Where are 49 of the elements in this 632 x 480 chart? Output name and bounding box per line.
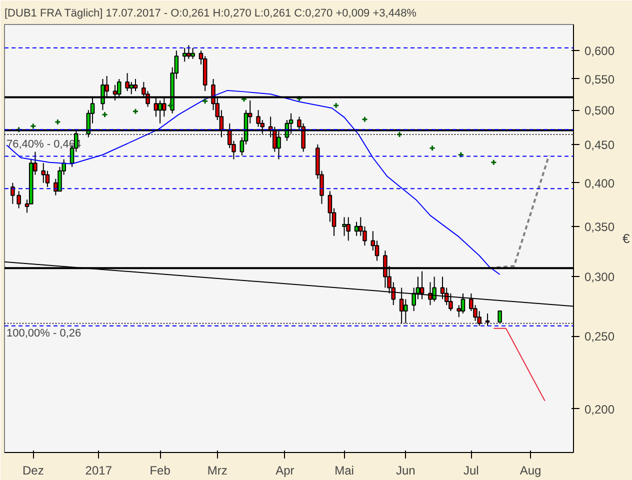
x-tick-label: Apr — [276, 464, 294, 478]
point — [167, 102, 174, 109]
candlestick — [129, 81, 134, 95]
x-tick-label: Dez — [22, 464, 44, 478]
candlestick — [186, 44, 191, 60]
point — [132, 108, 139, 115]
x-tick-label: Mrz — [207, 464, 228, 478]
y-tick-label: 0,350 — [584, 220, 615, 234]
y-tick-label: 0,600 — [584, 44, 615, 58]
candlestick — [133, 78, 138, 92]
chart-title: [DUB1 FRA Täglich] 17.07.2017 - O:0,261 H:0,270 L:0,261 C:0,270 +0,009 +3,448% — [4, 8, 417, 20]
x-tick-label: Jun — [396, 464, 416, 478]
point — [296, 95, 302, 102]
x-tick-label: 2017 — [85, 464, 112, 478]
y-tick-label: 0,450 — [584, 138, 615, 152]
point — [332, 102, 340, 109]
x-tick-label: Aug — [520, 464, 542, 478]
point — [490, 159, 497, 166]
y-tick-label: 0,550 — [584, 72, 615, 86]
candlestick — [16, 190, 21, 209]
point — [458, 152, 464, 158]
x-tick-label: Jul — [463, 464, 479, 478]
point — [102, 111, 108, 118]
candlestick — [10, 182, 15, 204]
point — [54, 118, 61, 126]
candlestick — [420, 270, 424, 300]
y-tick-label: 0,200 — [584, 402, 615, 416]
x-tick-label: Mai — [334, 464, 354, 478]
candlestick — [354, 221, 359, 236]
annotation: 100,00% - 0,26 — [6, 327, 82, 340]
point — [202, 98, 208, 104]
candlestick — [182, 47, 187, 62]
candlestick — [125, 72, 130, 92]
point — [396, 131, 403, 138]
y-tick-label: 0,500 — [584, 104, 615, 118]
y-tick-label: 0,300 — [584, 270, 615, 284]
candlestick — [432, 276, 436, 302]
y-tick-label: 0,250 — [584, 330, 615, 344]
y-tick-label: 0,400 — [584, 176, 615, 190]
candlestick — [41, 162, 46, 184]
x-tick-label: Feb — [150, 464, 171, 478]
candlestick — [342, 216, 346, 236]
point — [361, 116, 368, 123]
candlestick — [346, 216, 350, 242]
candlestick — [158, 100, 162, 124]
point — [30, 122, 36, 130]
y-axis-title: € — [622, 231, 631, 246]
point — [429, 144, 436, 152]
candlestick — [190, 47, 195, 60]
